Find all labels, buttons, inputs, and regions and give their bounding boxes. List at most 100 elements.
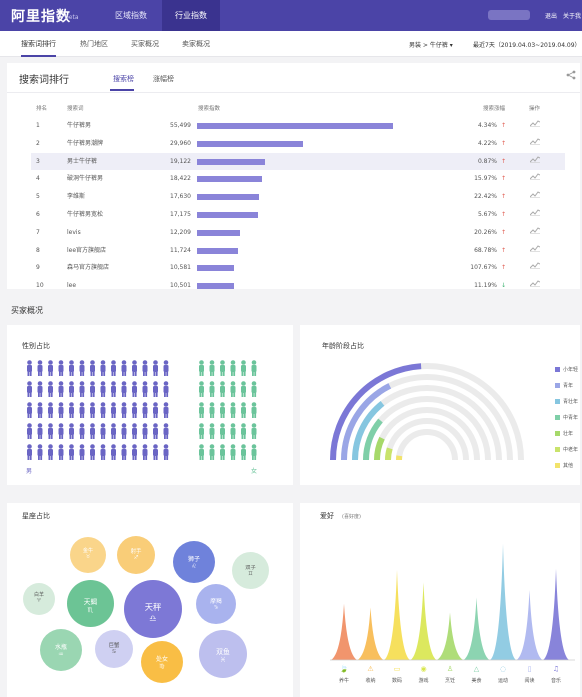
zodiac-bubble[interactable]: 天蝎 ♏ [67,580,114,627]
age-ring-3[interactable] [363,418,383,461]
female-person-icon [251,381,257,397]
tab-buyer-overview[interactable]: 买家概况 [131,40,159,48]
table-row[interactable]: 6 牛仔裤男宽松 17,175 5.67% ↑ [31,206,565,224]
row-keyword[interactable]: 牛仔裤男潮牌 [67,139,104,147]
male-person-icon [132,360,137,376]
tab-search-ranking[interactable]: 搜索词排行 [21,31,56,57]
tab-search-list[interactable]: 搜索榜 [113,75,134,83]
row-keyword[interactable]: 男士牛仔裤 [67,157,98,165]
trend-chart-icon[interactable] [529,153,541,171]
trend-chart-icon[interactable] [529,135,541,153]
table-row[interactable]: 10 lee 10,501 11.19% ↓ [31,277,565,295]
table-row[interactable]: 5 李维斯 17,630 22.42% ↑ [31,188,565,206]
tab-hot-regions[interactable]: 热门地区 [80,40,108,48]
legend-swatch [555,431,560,436]
age-ring-1[interactable] [341,383,392,461]
row-rank: 8 [36,246,40,254]
row-index-bar [197,229,241,236]
age-legend-item[interactable]: 小年轻 [555,366,578,373]
hobby-spike[interactable] [463,597,490,661]
row-search-index: 55,499 [170,122,191,129]
logout-link[interactable]: 退出 [545,13,558,20]
row-keyword[interactable]: 牛仔裤男 [67,122,92,129]
male-person-icon [58,444,64,460]
age-ring-0[interactable] [330,363,422,461]
zodiac-name: 水瓶 [54,644,67,651]
age-legend-item[interactable]: 其他 [555,462,573,469]
zodiac-bubble[interactable]: 狮子 ♌ [173,541,215,583]
hobby-spike[interactable] [357,607,384,661]
zodiac-bubble[interactable]: 处女 ♍ [141,641,183,683]
age-title: 年龄阶段占比 [322,342,364,350]
about-link[interactable]: 关于我 [563,13,582,20]
tab-seller-overview[interactable]: 卖家概况 [182,40,210,48]
hobby-spike[interactable] [331,603,357,660]
date-range-selector[interactable]: 最近7天（2019.04.03~2019.04.09） ▾ [473,42,582,49]
female-person-icon [199,423,204,439]
hobby-spike[interactable] [543,568,569,660]
zodiac-bubble[interactable]: 摩羯 ♑ [196,584,236,624]
zodiac-bubble[interactable]: 双子 ♊ [232,552,269,589]
zodiac-bubble[interactable]: 金牛 ♉ [70,537,106,573]
trend-chart-icon[interactable] [529,277,541,295]
share-icon[interactable] [566,70,576,80]
trend-chart-icon[interactable] [529,170,541,188]
gender-title: 性别占比 [22,342,50,350]
male-person-icon [58,360,64,376]
male-person-icon [27,360,32,376]
zodiac-bubble[interactable]: 双鱼 ♓ [199,630,247,678]
zodiac-bubble[interactable]: 水瓶 ♒ [40,629,82,671]
female-person-icon [220,444,225,460]
table-row[interactable]: 7 levis 12,209 20.26% ↑ [31,224,565,242]
zodiac-bubble[interactable]: 天秤 ♎ [124,580,182,638]
trend-chart-icon[interactable] [529,224,541,242]
zodiac-bubble[interactable]: 白羊 ♈ [23,583,55,615]
table-row[interactable]: 9 森马官方旗舰店 10,581 107.67% ↑ [31,259,565,277]
age-legend-item[interactable]: 青壮年 [555,398,578,405]
zodiac-bubble[interactable]: 射手 ♐ [117,536,155,574]
nav-tab-area-index[interactable]: 区域指数 [115,11,147,20]
hobby-spike[interactable] [410,582,437,661]
age-ring-4[interactable] [374,436,385,461]
row-keyword[interactable]: 破洞牛仔裤男 [67,175,104,183]
trend-chart-icon[interactable] [529,188,541,206]
age-legend-item[interactable]: 中青年 [555,414,578,421]
hobby-spike[interactable] [384,570,410,660]
age-legend-item[interactable]: 壮年 [555,430,573,437]
age-legend-item[interactable]: 中老年 [555,446,578,453]
trend-chart-icon[interactable] [529,242,541,260]
legend-label: 其他 [563,463,574,469]
row-keyword[interactable]: 牛仔裤男宽松 [67,211,104,218]
category-selector[interactable]: 男装 > 牛仔裤 ▾ [409,42,453,49]
male-person-icon [27,444,32,460]
trend-chart-icon[interactable] [529,117,541,135]
row-keyword[interactable]: levis [67,228,81,236]
female-person-icon [220,381,225,397]
zodiac-bubble[interactable]: 巨蟹 ♋ [95,630,133,668]
hobby-label: 阅读 [524,678,535,684]
row-keyword[interactable]: 森马官方旗舰店 [67,264,110,272]
legend-label: 小年轻 [563,367,579,373]
table-row[interactable]: 2 牛仔裤男潮牌 29,960 4.22% ↑ [31,135,565,153]
age-legend-item[interactable]: 青年 [555,382,573,389]
tab-growth-list[interactable]: 涨幅榜 [153,75,174,83]
zodiac-name: 处女 [155,656,168,663]
row-keyword[interactable]: lee官方旗舰店 [67,246,107,254]
table-row[interactable]: 4 破洞牛仔裤男 18,422 15.97% ↑ [31,170,565,188]
hobby-spike[interactable] [516,590,543,660]
table-row[interactable]: 3 男士牛仔裤 19,122 0.87% ↑ [31,152,565,171]
row-keyword[interactable]: lee [67,282,77,290]
age-ring-5[interactable] [385,447,393,461]
hobby-spike[interactable] [437,612,463,661]
nav-tab-industry-index[interactable]: 行业指数 [162,0,220,31]
table-row[interactable]: 1 牛仔裤男 55,499 4.34% ↑ [31,117,565,135]
app-logo[interactable]: 阿里指数 [11,9,71,25]
trend-chart-icon[interactable] [529,206,541,224]
hobby-spike[interactable] [490,543,516,660]
row-keyword[interactable]: 李维斯 [67,193,86,201]
trend-chart-icon[interactable] [529,259,541,277]
age-ring-2[interactable] [352,401,385,461]
male-person-icon [79,381,85,397]
female-person-icon [209,360,215,376]
table-row[interactable]: 8 lee官方旗舰店 11,724 68.78% ↑ [31,242,565,260]
